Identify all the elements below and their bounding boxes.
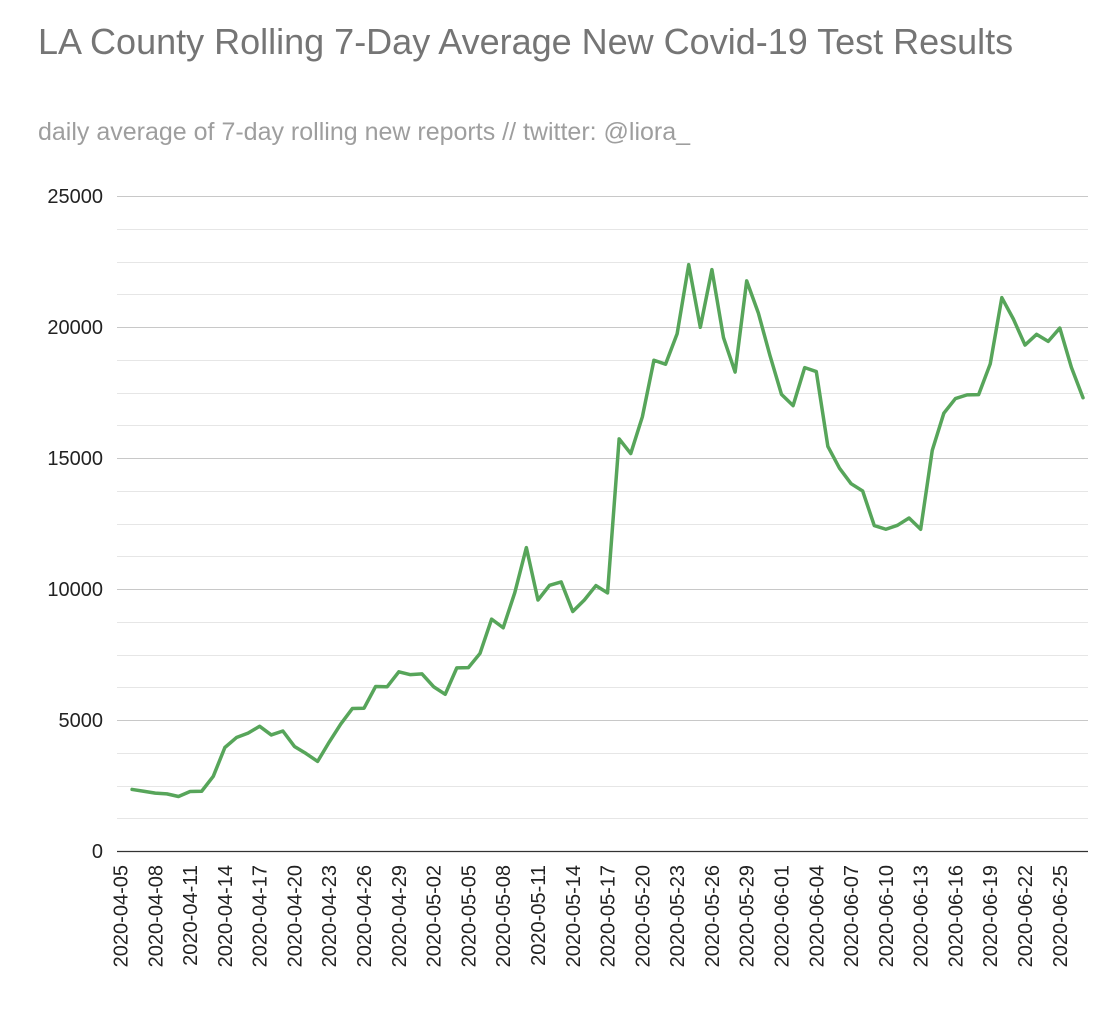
x-tick-label: 2020-06-25 xyxy=(1050,865,1072,967)
x-tick-label: 2020-04-23 xyxy=(319,865,341,967)
y-axis-ticks: 0 5000 10000 15000 20000 25000 xyxy=(47,186,103,863)
x-tick-label: 2020-04-20 xyxy=(284,865,306,967)
x-tick-label: 2020-06-10 xyxy=(876,865,898,967)
y-tick-label: 15000 xyxy=(47,448,103,470)
x-tick-label: 2020-04-14 xyxy=(215,865,237,967)
x-tick-label: 2020-05-23 xyxy=(667,865,689,967)
x-tick-label: 2020-04-26 xyxy=(354,865,376,967)
x-tick-label: 2020-04-29 xyxy=(389,865,411,967)
series-line xyxy=(130,262,1085,799)
x-tick-label: 2020-05-11 xyxy=(528,865,550,966)
x-tick-label: 2020-05-05 xyxy=(458,865,480,967)
x-tick-label: 2020-05-20 xyxy=(632,865,654,967)
x-tick-label: 2020-06-01 xyxy=(771,865,793,967)
x-tick-label: 2020-04-17 xyxy=(250,865,272,967)
x-tick-label: 2020-05-14 xyxy=(563,865,585,967)
x-tick-label: 2020-05-17 xyxy=(598,865,620,967)
x-tick-label: 2020-05-26 xyxy=(702,865,724,967)
x-tick-label: 2020-06-16 xyxy=(945,865,967,967)
x-tick-label: 2020-06-04 xyxy=(806,865,828,967)
x-tick-label: 2020-05-08 xyxy=(493,865,515,967)
y-tick-label: 5000 xyxy=(59,710,104,732)
chart-title: LA County Rolling 7-Day Average New Covi… xyxy=(38,21,1014,62)
x-tick-label: 2020-06-22 xyxy=(1015,865,1037,967)
y-tick-label: 25000 xyxy=(47,186,103,208)
x-tick-label: 2020-04-05 xyxy=(111,865,133,967)
x-tick-label: 2020-04-11 xyxy=(180,865,202,966)
x-tick-label: 2020-06-19 xyxy=(980,865,1002,967)
series-layer xyxy=(130,262,1085,799)
x-tick-label: 2020-04-08 xyxy=(145,865,167,967)
x-tick-label: 2020-05-29 xyxy=(737,865,759,967)
x-tick-label: 2020-06-13 xyxy=(911,865,933,967)
x-axis-ticks: 2020-04-05 2020-04-08 2020-04-11 2020-04-14… xyxy=(111,865,1072,967)
chart-subtitle: daily average of 7-day rolling new repor… xyxy=(38,118,691,146)
y-tick-label: 10000 xyxy=(47,579,103,601)
x-tick-label: 2020-06-07 xyxy=(841,865,863,967)
x-tick-label: 2020-05-02 xyxy=(424,865,446,967)
y-tick-label: 20000 xyxy=(47,317,103,339)
y-tick-label: 0 xyxy=(92,841,103,863)
gridlines xyxy=(117,196,1088,853)
